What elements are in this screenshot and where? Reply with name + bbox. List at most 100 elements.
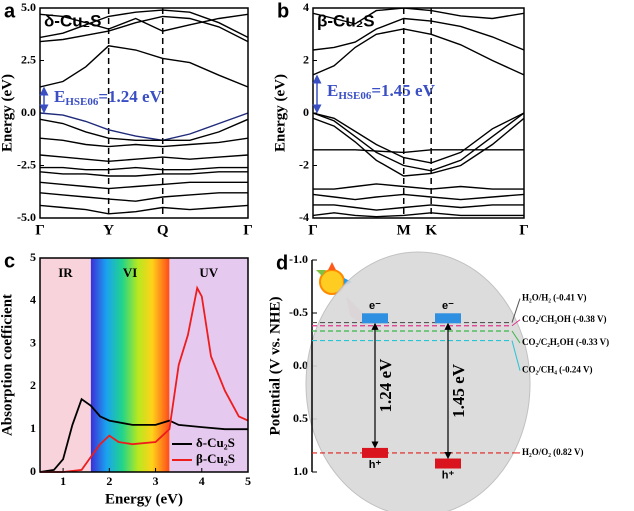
x-tick-label: 1	[60, 474, 66, 488]
y-tick-label: 5.0	[21, 0, 36, 14]
conduction-band	[435, 313, 461, 324]
y-tick-label: -1.0	[289, 252, 308, 266]
band-line	[40, 204, 248, 215]
band-line	[40, 181, 248, 190]
band-line	[40, 13, 248, 32]
y-tick-label: -2	[299, 157, 309, 171]
level-pointer	[511, 319, 521, 327]
y-axis-label: Potential (V vs. NHE)	[267, 297, 283, 436]
gap-subscript: HSE06	[65, 96, 99, 108]
gap-symbol: E	[54, 87, 65, 106]
level-pointer	[511, 340, 521, 371]
band-line	[313, 117, 524, 177]
panel-letter: a	[4, 0, 16, 22]
y-tick-label: 0.0	[293, 358, 308, 372]
y-tick-label: 0	[303, 105, 309, 119]
region-label: UV	[199, 265, 218, 280]
y-tick-label: -5.0	[17, 210, 36, 224]
gap-label: EHSE06=1.24 eV	[54, 87, 163, 108]
legend-label: δ-Cu₂S	[196, 435, 235, 450]
electron-label: e⁻	[369, 300, 381, 312]
valence-band	[435, 458, 461, 469]
y-tick-label: 1	[30, 421, 36, 435]
band-line	[40, 45, 248, 88]
region	[90, 258, 170, 472]
y-tick-label: 0	[30, 464, 36, 478]
x-tick-label: Γ	[35, 222, 45, 238]
level-label: CO₂/CH₄ (-0.24 V)	[522, 365, 592, 375]
band-line	[40, 9, 248, 39]
x-tick-label: 3	[153, 474, 159, 488]
level-label: H₂O/O₂ (0.82 V)	[522, 447, 583, 457]
y-tick-label: 3	[30, 335, 36, 349]
y-tick-label: 2	[30, 378, 36, 392]
gap-text: =1.24 eV	[98, 87, 162, 106]
band-line	[313, 212, 524, 218]
gap-label: EHSE06=1.45 eV	[327, 81, 436, 102]
structure-label: β-Cu₂S	[317, 11, 375, 30]
valence-band	[362, 447, 388, 458]
absorption-line	[40, 285, 249, 473]
y-tick-label: 1.0	[293, 464, 308, 478]
level-label: CO₂/C₂H₅OH (-0.33 V)	[522, 337, 609, 347]
x-axis-label: Energy (eV)	[105, 491, 183, 507]
plot-frame	[312, 7, 525, 219]
y-tick-label: -2.5	[17, 157, 36, 171]
y-tick-label: 2	[303, 52, 309, 66]
y-tick-label: 0.0	[21, 105, 36, 119]
y-tick-label: 4	[303, 0, 309, 14]
catalyst-particle	[305, 251, 531, 511]
level-pointer	[511, 298, 521, 323]
band-line	[313, 28, 524, 76]
y-tick-label: 2.5	[21, 52, 36, 66]
x-tick-label: Q	[157, 222, 169, 238]
region-label: VI	[123, 265, 137, 280]
bands	[40, 9, 248, 215]
band-line	[40, 192, 248, 202]
x-tick-label: Γ	[519, 222, 529, 238]
y-tick-label: 5	[30, 250, 36, 264]
band-line	[313, 17, 524, 51]
band-line	[40, 112, 248, 142]
region-label: IR	[58, 265, 73, 280]
panel-letter: b	[277, 0, 289, 22]
level-pointer	[511, 330, 521, 344]
gap-text: =1.45 eV	[371, 81, 435, 100]
electron-label: e⁻	[442, 300, 454, 312]
x-tick-label: 4	[199, 474, 205, 488]
conduction-band	[362, 313, 388, 324]
panel-letter: d	[276, 252, 288, 274]
legend-label: β-Cu₂S	[196, 451, 235, 466]
band-line	[313, 149, 524, 154]
gap-value: 1.45 eV	[449, 363, 468, 418]
y-axis-label: Energy (eV)	[0, 74, 15, 152]
y-axis-label: Energy (eV)	[272, 74, 288, 152]
x-tick-label: K	[425, 222, 437, 238]
y-tick-label: 4	[30, 293, 36, 307]
y-axis-label: Absorption coefficient	[0, 294, 15, 436]
region	[40, 258, 91, 472]
band-line	[40, 154, 248, 163]
band-line	[313, 183, 524, 190]
bands	[313, 8, 524, 218]
x-tick-label: Γ	[243, 222, 253, 238]
x-tick-label: M	[397, 222, 411, 238]
band-line	[313, 193, 524, 201]
band-line	[313, 112, 524, 164]
absorption-line	[39, 397, 248, 473]
band-line	[40, 137, 248, 148]
level-label: CO₂/CH₃OH (-0.38 V)	[522, 314, 606, 324]
band-line	[40, 171, 248, 177]
x-tick-label: 2	[106, 474, 112, 488]
hole-label: h⁺	[369, 459, 382, 471]
band-line	[40, 15, 248, 43]
gap-symbol: E	[327, 81, 338, 100]
gap-value: 1.24 eV	[376, 358, 395, 413]
region	[169, 258, 248, 472]
band-line	[313, 112, 524, 172]
panel-letter: c	[4, 250, 15, 272]
band-line	[313, 8, 524, 25]
level-label: H₂O/H₂ (-0.41 V)	[522, 293, 586, 303]
x-tick-label: 5	[245, 474, 251, 488]
